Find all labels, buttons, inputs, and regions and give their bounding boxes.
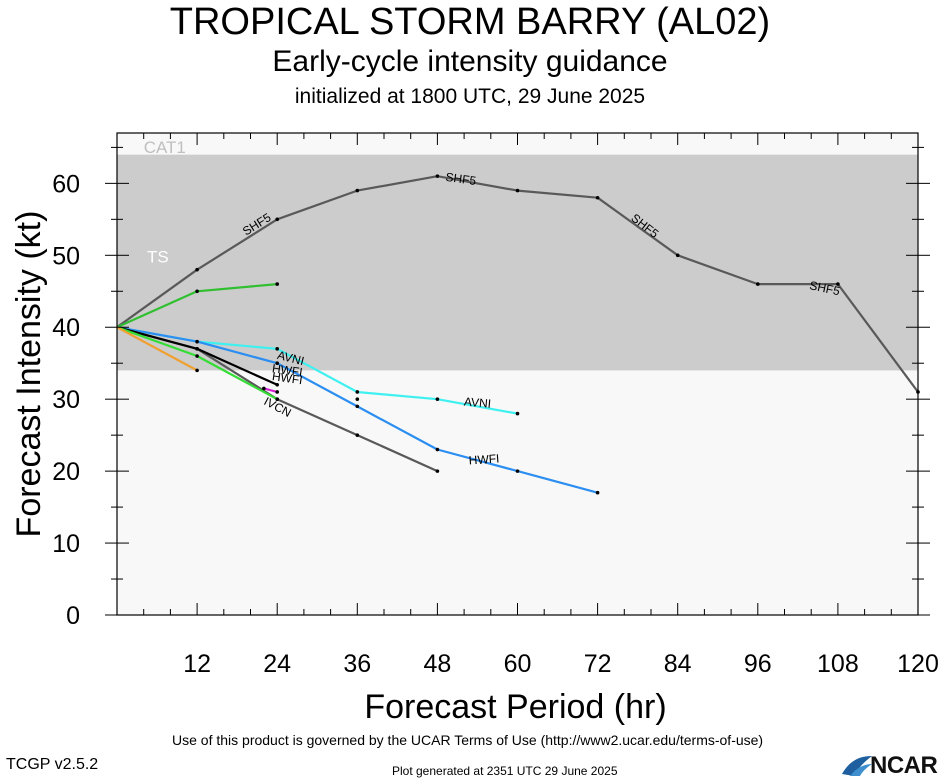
x-tick-label: 84 — [664, 650, 692, 678]
x-tick-label: 96 — [744, 650, 772, 678]
data-point-shf5 — [195, 267, 199, 272]
data-point-hwfi — [435, 447, 440, 452]
data-point-series-10 — [355, 397, 360, 401]
model-label-shf5: SHF5 — [808, 278, 841, 298]
data-point-shf5 — [836, 282, 840, 286]
below-band-background — [117, 370, 918, 615]
data-point-series-2 — [275, 282, 280, 286]
data-point-ivcn — [275, 390, 280, 394]
series-line-ivcn — [263, 387, 278, 394]
data-point-shf5 — [355, 188, 360, 193]
data-point-series-7 — [195, 354, 199, 358]
model-label-hwfi: HWFI — [271, 361, 303, 379]
x-axis-label: Forecast Period (hr) — [364, 688, 666, 726]
model-label-hwfi: HWFI — [271, 369, 303, 387]
data-point-hwfi — [515, 469, 520, 473]
y-axis-label: Forecast Intensity (kt) — [10, 211, 48, 538]
data-point-shf5 — [756, 282, 760, 286]
x-tick-label: 48 — [423, 650, 451, 678]
band-label-cat1: CAT1 — [144, 138, 186, 157]
data-point-series-5 — [435, 469, 440, 473]
version-label: TCGP v2.5.2 — [6, 756, 99, 773]
data-point-series-6 — [195, 347, 199, 351]
data-point-ivcn — [262, 386, 266, 391]
data-point-shf5 — [275, 217, 280, 222]
data-point-series-7 — [275, 397, 280, 401]
x-tick-label: 60 — [504, 650, 532, 678]
data-point-avni — [515, 411, 520, 416]
x-tick-label: 108 — [817, 650, 859, 678]
ncar-logo: NCAR — [840, 752, 938, 779]
model-label-avni: AVNI — [463, 395, 491, 411]
data-point-hwfi — [275, 361, 280, 366]
x-tick-label: 72 — [584, 650, 612, 678]
ncar-logo-text: NCAR — [870, 752, 938, 779]
data-point-shf5 — [675, 253, 680, 258]
data-point-hwfi — [355, 404, 360, 409]
y-tick-label: 50 — [52, 242, 80, 270]
y-tick-label: 40 — [52, 314, 80, 342]
data-point-avni — [355, 390, 360, 394]
data-point-series-6 — [275, 382, 280, 387]
chart-title: TROPICAL STORM BARRY (AL02) — [169, 1, 771, 43]
data-point-shf5 — [515, 188, 520, 193]
x-tick-label: 120 — [897, 650, 939, 678]
data-point-shf5 — [435, 174, 440, 178]
initialization-time: initialized at 1800 UTC, 29 June 2025 — [294, 85, 646, 108]
model-label-shf5: SHF5 — [445, 170, 478, 188]
y-tick-label: 60 — [52, 170, 80, 198]
model-label-hwfi: HWFI — [468, 451, 500, 467]
model-label-avni: AVNI — [276, 348, 306, 368]
data-point-shf5 — [595, 195, 600, 200]
band-ts — [117, 154, 918, 371]
band-label-ts: TS — [147, 247, 169, 266]
data-point-series-5 — [355, 433, 360, 437]
data-point-series-9 — [195, 368, 199, 373]
y-tick-label: 10 — [52, 530, 80, 558]
chart-subtitle: Early-cycle intensity guidance — [272, 45, 668, 78]
data-point-hwfi — [595, 490, 600, 495]
x-tick-label: 12 — [183, 650, 211, 678]
y-tick-label: 30 — [52, 386, 80, 414]
x-tick-label: 24 — [263, 650, 291, 678]
ncar-wave-icon — [842, 756, 872, 776]
generated-timestamp: Plot generated at 2351 UTC 29 June 2025 — [392, 764, 618, 778]
terms-of-use-notice: Use of this product is governed by the U… — [172, 732, 764, 748]
x-tick-label: 36 — [343, 650, 371, 678]
data-point-avni — [275, 347, 280, 351]
y-tick-label: 0 — [66, 602, 80, 630]
data-point-avni — [435, 397, 440, 401]
series-line-series-9 — [116, 326, 198, 372]
data-point-series-2 — [195, 289, 199, 294]
data-point-hwfi — [195, 339, 199, 344]
y-tick-label: 20 — [52, 458, 80, 486]
